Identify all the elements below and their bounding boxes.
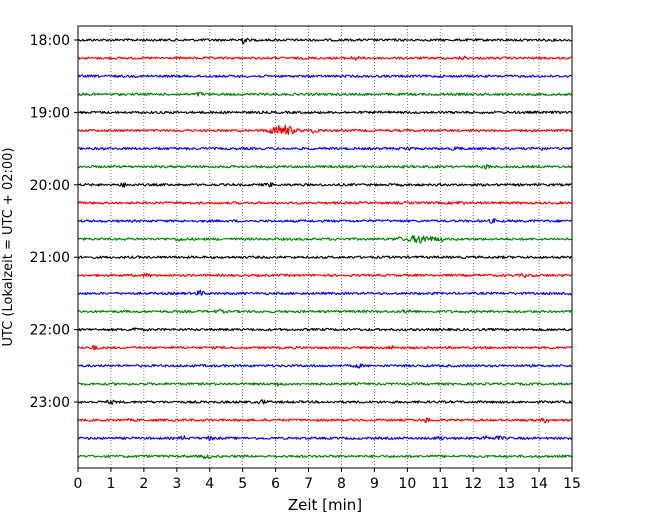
trace-1900: [77, 110, 573, 115]
trace-2115: [77, 272, 573, 279]
y-tick-label: 22:00: [30, 323, 70, 339]
x-tick-label: 6: [271, 476, 280, 492]
x-tick-label: 8: [337, 476, 346, 492]
x-tick-label: 15: [563, 476, 581, 492]
seismogram-traces: [77, 37, 573, 460]
trace-1800: [77, 37, 572, 45]
trace-1845: [77, 91, 573, 97]
x-tick-label: 3: [172, 476, 181, 492]
x-tick-label: 4: [205, 476, 214, 492]
x-axis-ticks: 0 1 2 3 4 5 6 7 8 9 10 11 12 13 14 15: [74, 468, 581, 492]
y-tick-label: 19:00: [30, 105, 70, 121]
trace-2145: [77, 308, 572, 314]
x-tick-label: 1: [106, 476, 115, 492]
trace-2000: [77, 181, 572, 188]
trace-2345: [78, 454, 572, 460]
x-tick-label: 14: [530, 476, 548, 492]
trace-1830: [77, 74, 572, 78]
trace-2100: [77, 255, 573, 259]
trace-1945: [77, 164, 573, 170]
y-tick-label: 18:00: [30, 33, 70, 49]
y-tick-label: 21:00: [30, 250, 70, 266]
trace-2015: [77, 200, 572, 205]
trace-2130: [77, 289, 572, 296]
plot-border: [77, 25, 573, 469]
trace-1815: [77, 55, 572, 61]
trace-1930: [77, 146, 573, 152]
x-axis-label: Zeit [min]: [288, 496, 362, 514]
x-tick-label: 12: [464, 476, 482, 492]
trace-2045: [77, 234, 572, 244]
trace-1915: [77, 124, 573, 136]
y-tick-label: 23:00: [30, 395, 70, 411]
trace-2230: [77, 363, 572, 369]
y-axis-label: UTC (Lokalzeit = UTC + 02:00): [1, 148, 16, 347]
trace-2245: [77, 382, 573, 387]
trace-2315: [77, 417, 572, 424]
x-tick-label: 7: [304, 476, 313, 492]
x-tick-label: 11: [431, 476, 449, 492]
x-tick-label: 10: [398, 476, 416, 492]
x-tick-label: 2: [139, 476, 148, 492]
trace-2330: [77, 435, 573, 441]
trace-2300: [77, 399, 573, 405]
y-axis-ticks: 18:00 19:00 20:00 21:00 22:00 23:00: [30, 33, 78, 411]
y-tick-label: 20:00: [30, 178, 70, 194]
x-tick-label: 13: [497, 476, 515, 492]
trace-2030: [77, 218, 572, 224]
trace-2200: [77, 327, 572, 332]
x-tick-label: 5: [238, 476, 247, 492]
plot-area: [78, 26, 572, 468]
trace-2215: [77, 344, 573, 351]
x-tick-label: 0: [74, 476, 83, 492]
x-tick-label: 9: [370, 476, 379, 492]
